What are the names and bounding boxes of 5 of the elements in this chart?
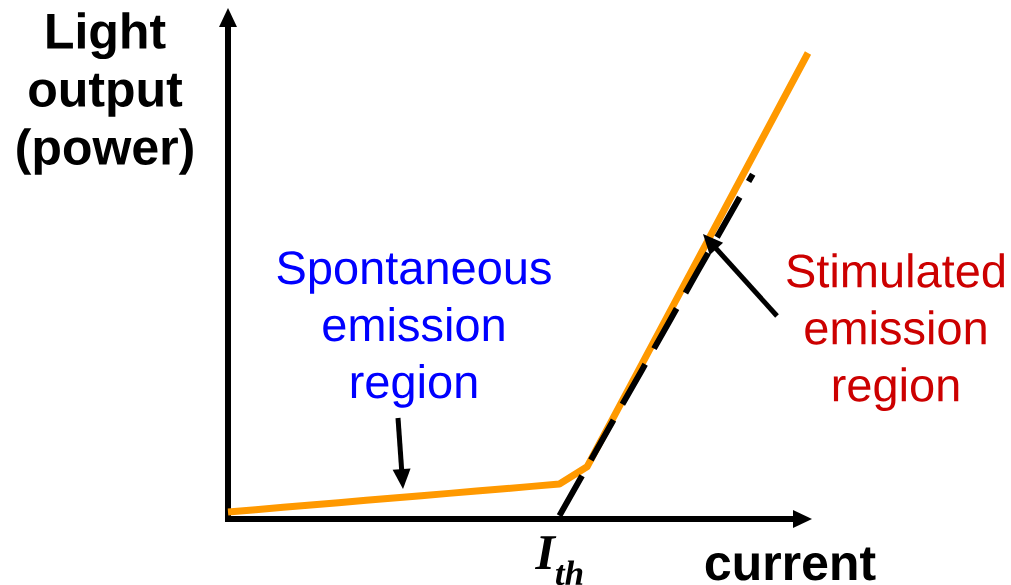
text: I$_{th}$ <box>534 536 583 585</box>
annotation: Stimulated emission region <box>787 253 1004 411</box>
annotation: Spontaneous emission region <box>277 251 551 408</box>
x-axis-title: current <box>705 547 876 581</box>
y-axis-title: Light output (power) <box>17 12 193 175</box>
